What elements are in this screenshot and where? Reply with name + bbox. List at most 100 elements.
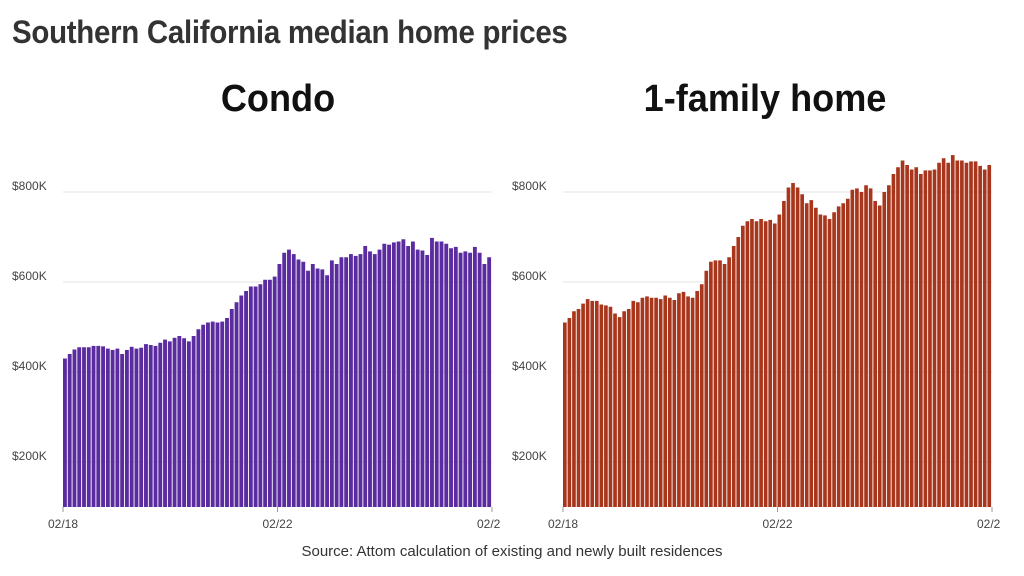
condo-bar (329, 260, 334, 507)
single-family-bar (672, 300, 677, 507)
condo-bar (406, 246, 411, 507)
single-family-bar (667, 297, 672, 507)
single-family-bar (750, 219, 754, 507)
single-family-bar (622, 311, 626, 507)
single-family-bar (864, 185, 868, 507)
single-family-bar (654, 297, 658, 507)
single-family-bar (626, 309, 631, 507)
condo-bar (272, 276, 277, 507)
condo-bar (477, 252, 482, 507)
condo-bar (415, 249, 420, 507)
condo-bar (248, 286, 253, 507)
single-family-bar (964, 162, 969, 507)
condo-bar (263, 279, 268, 507)
condo-bar (449, 248, 453, 507)
single-family-bar (800, 194, 804, 507)
single-family-bar (704, 270, 709, 507)
condo-bar (153, 345, 158, 507)
single-family-bar (804, 203, 809, 507)
condo-bar (220, 321, 225, 507)
single-family-bar (658, 299, 663, 507)
condo-bar (382, 243, 387, 507)
single-family-x-tick-label: 02/18 (548, 517, 578, 530)
condo-bar (306, 270, 310, 507)
condo-y-tick-label: $600K (12, 269, 47, 283)
single-family-bar (823, 215, 827, 507)
condo-bar (82, 347, 86, 507)
single-family-bar (581, 303, 585, 507)
condo-bar (391, 242, 396, 507)
single-family-bar (736, 237, 741, 507)
condo-bar (296, 259, 301, 507)
single-family-bar (850, 189, 855, 507)
single-family-bar (617, 317, 622, 507)
condo-bar (430, 237, 434, 507)
condo-bar (453, 246, 458, 507)
single-family-bar (681, 291, 686, 507)
condo-bar (444, 243, 449, 507)
single-family-price-chart: $200K $400K $600K $800K 02/18 02/22 02/26 (512, 155, 1000, 530)
single-family-bar (845, 198, 850, 507)
single-family-bar (604, 305, 608, 507)
condo-bar (487, 257, 492, 507)
single-family-bar (978, 165, 982, 507)
single-family-bar (786, 187, 791, 507)
single-family-bar (873, 201, 878, 507)
condo-chart-title: Condo (220, 78, 336, 120)
single-family-bar (754, 221, 759, 507)
single-family-bar (777, 214, 782, 507)
condo-bar (110, 349, 115, 507)
single-family-bar (841, 203, 846, 507)
condo-bar (301, 261, 306, 507)
condo-bar (191, 336, 196, 507)
source-note: Source: Attom calculation of existing an… (301, 543, 723, 560)
single-family-bar (914, 167, 919, 507)
main-title: Southern California median home prices (12, 14, 568, 50)
condo-bar (277, 264, 282, 507)
condo-bar (482, 264, 487, 507)
condo-bar (134, 348, 139, 507)
single-family-bar (918, 174, 923, 507)
condo-bar (282, 252, 287, 507)
condo-bar (396, 241, 401, 507)
condo-bar (77, 347, 82, 507)
condo-bar (206, 322, 210, 507)
single-family-x-tick-label: 02/22 (762, 517, 792, 530)
condo-bar (158, 342, 163, 507)
single-family-bar (563, 322, 567, 507)
single-family-bar (946, 162, 951, 507)
condo-bar (349, 254, 353, 507)
single-family-bar (718, 260, 722, 507)
single-family-bar (909, 169, 914, 507)
condo-bar (172, 337, 177, 507)
single-family-bar (782, 201, 786, 507)
single-family-bar (859, 192, 864, 507)
single-family-bar (576, 309, 581, 507)
condo-bar (210, 321, 215, 507)
condo-bar (163, 339, 167, 507)
single-family-bar (727, 257, 731, 507)
condo-y-tick-label: $400K (12, 359, 47, 373)
single-family-bar (855, 188, 859, 507)
single-family-bar (709, 261, 713, 507)
condo-bar (177, 336, 182, 507)
single-family-bar (827, 219, 832, 507)
single-family-bar (567, 318, 572, 507)
single-family-bar (987, 165, 992, 507)
condo-bar (315, 268, 320, 507)
condo-bar (67, 354, 72, 507)
single-family-bar (836, 206, 841, 507)
single-family-bar (745, 221, 750, 507)
single-family-bar (900, 160, 905, 507)
single-family-bar (882, 192, 887, 507)
condo-price-chart: $200K $400K $600K $800K 02/18 02/22 02/26 (12, 179, 500, 530)
condo-bar (368, 251, 372, 507)
single-family-bar (640, 297, 645, 507)
single-family-bar (740, 225, 745, 507)
single-family-bar (818, 214, 823, 507)
single-family-bar (631, 300, 636, 507)
single-family-bar (832, 212, 836, 507)
single-family-bar (590, 300, 595, 507)
condo-bar (139, 347, 144, 507)
condo-bar (325, 275, 330, 507)
